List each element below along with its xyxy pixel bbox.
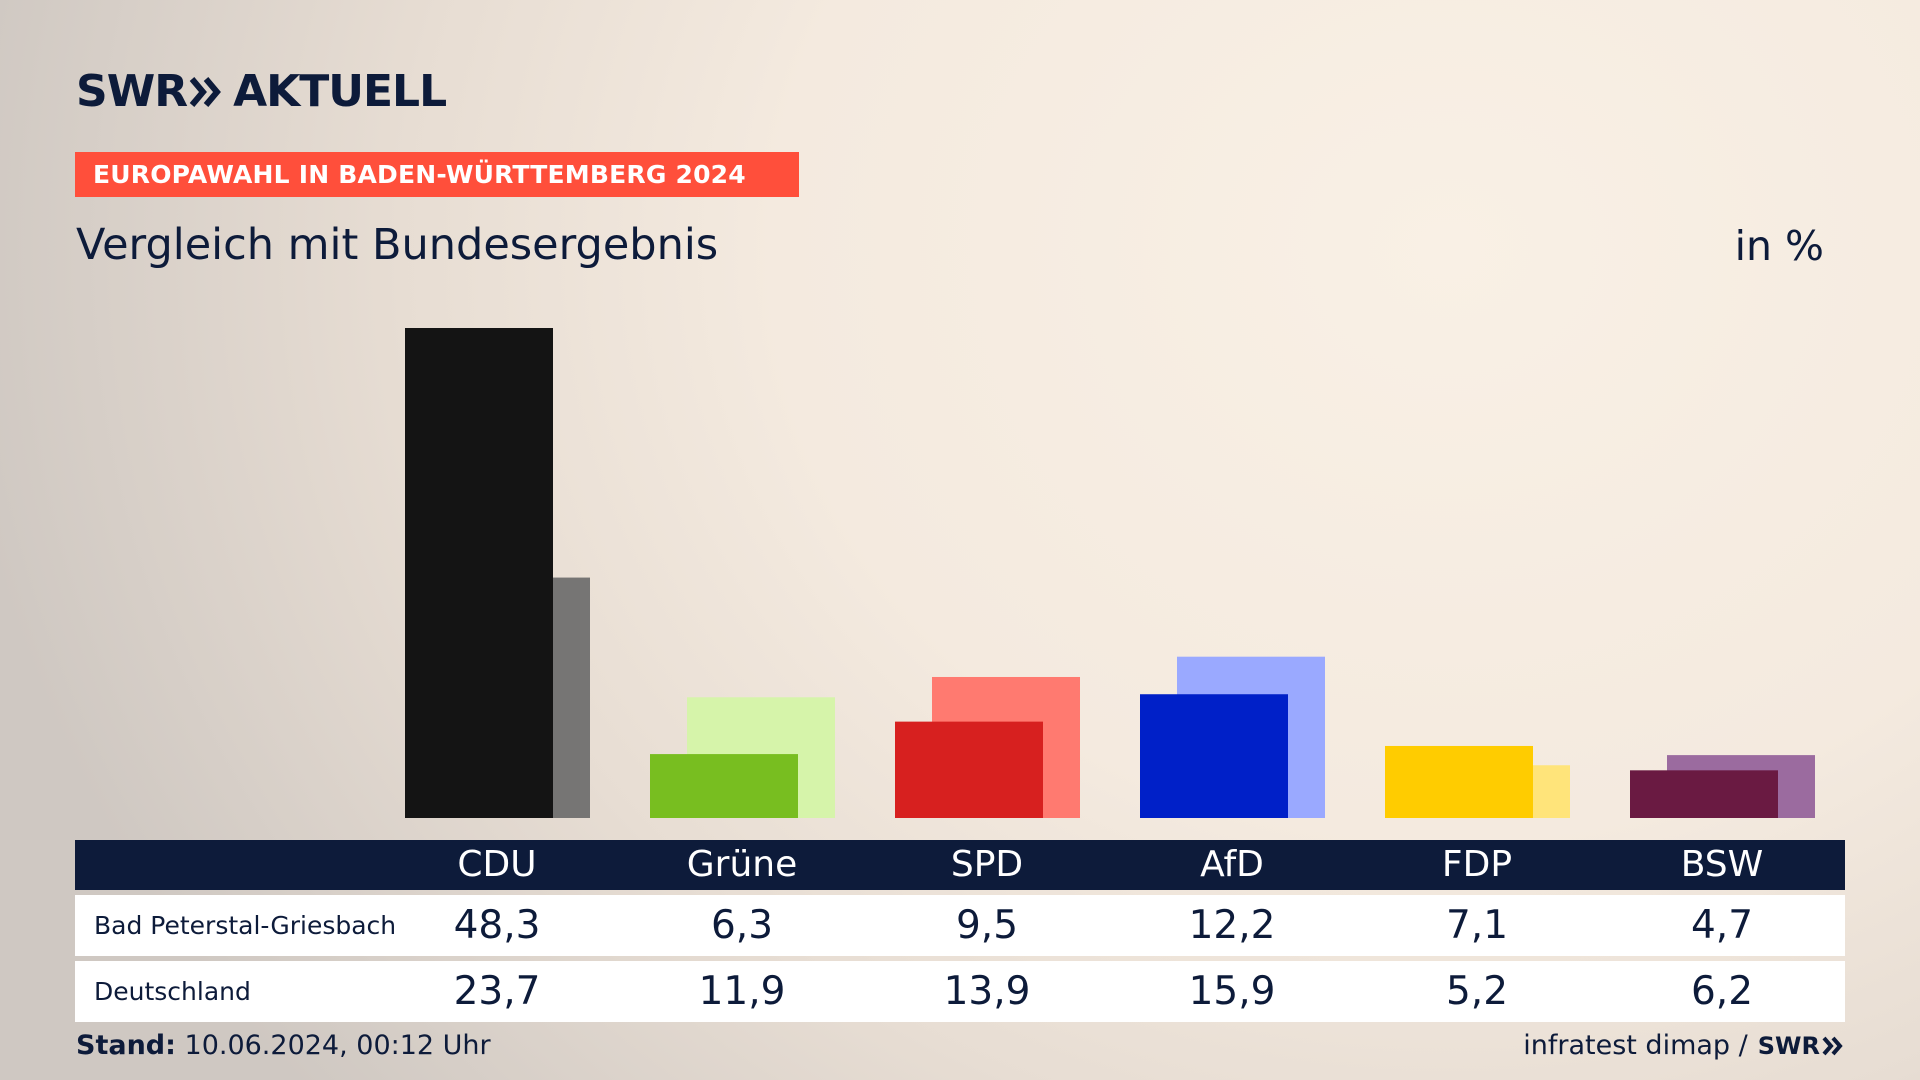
data-label-local-cdu: 48,3	[453, 903, 541, 948]
bar-local-afd	[1140, 694, 1288, 818]
data-label-local-spd: 9,5	[955, 903, 1019, 948]
footer-double-chevron-icon	[1822, 1036, 1843, 1055]
party-label-fdp: FDP	[1441, 844, 1513, 885]
table-row-national: Deutschland 23,7 11,9 13,9 15,9 5,2 6,2	[75, 961, 1845, 1022]
logo-swr-text: SWR	[76, 66, 188, 117]
data-label-national-grüne: 11,9	[698, 969, 786, 1014]
party-label-grüne: Grüne	[686, 844, 798, 885]
data-label-national-spd: 13,9	[943, 969, 1031, 1014]
table-header-row: CDU Grüne SPD AfD FDP BSW	[75, 840, 1845, 890]
chart-title: Vergleich mit Bundesergebnis	[76, 220, 719, 270]
results-table: CDU Grüne SPD AfD FDP BSW Bad Peterstal-Gries…	[75, 840, 1845, 1022]
row-label-national: Deutschland	[94, 977, 251, 1006]
data-label-national-bsw: 6,2	[1690, 969, 1754, 1014]
bar-local-spd	[895, 721, 1043, 818]
data-label-local-bsw: 4,7	[1690, 903, 1754, 948]
data-label-national-fdp: 5,2	[1445, 969, 1509, 1014]
bar-local-grüne	[650, 754, 798, 818]
data-label-national-cdu: 23,7	[453, 969, 541, 1014]
stand-value: 10.06.2024, 00:12 Uhr	[184, 1030, 491, 1061]
party-label-spd: SPD	[950, 844, 1024, 885]
bar-local-cdu	[405, 328, 553, 818]
bar-local-fdp	[1385, 745, 1533, 818]
source-text: infratest dimap /	[1523, 1030, 1748, 1061]
double-chevron-icon	[189, 77, 222, 107]
table-row-local: Bad Peterstal-Griesbach 48,3 6,3 9,5 12,2 7,…	[75, 895, 1845, 956]
party-label-cdu: CDU	[457, 844, 537, 885]
election-kicker: EUROPAWAHL IN BADEN-WÜRTTEMBERG 2024	[75, 152, 799, 197]
footer-swr-logo: SWR	[1757, 1031, 1820, 1060]
data-label-local-afd: 12,2	[1188, 903, 1276, 948]
party-label-afd: AfD	[1200, 844, 1264, 885]
data-label-local-grüne: 6,3	[710, 903, 774, 948]
data-label-local-fdp: 7,1	[1445, 903, 1509, 948]
party-label-bsw: BSW	[1680, 844, 1764, 885]
bar-local-bsw	[1630, 770, 1778, 818]
logo-aktuell-text: AKTUELL	[233, 66, 447, 117]
swr-aktuell-logo: SWR AKTUELL	[76, 66, 447, 117]
data-label-national-afd: 15,9	[1188, 969, 1276, 1014]
bar-chart	[405, 328, 1815, 818]
timestamp: Stand: 10.06.2024, 00:12 Uhr	[76, 1030, 491, 1061]
stand-label: Stand:	[76, 1030, 176, 1061]
source-credit: infratest dimap / SWR	[1523, 1030, 1844, 1061]
unit-label: in %	[1734, 222, 1824, 270]
row-label-local: Bad Peterstal-Griesbach	[94, 911, 397, 940]
